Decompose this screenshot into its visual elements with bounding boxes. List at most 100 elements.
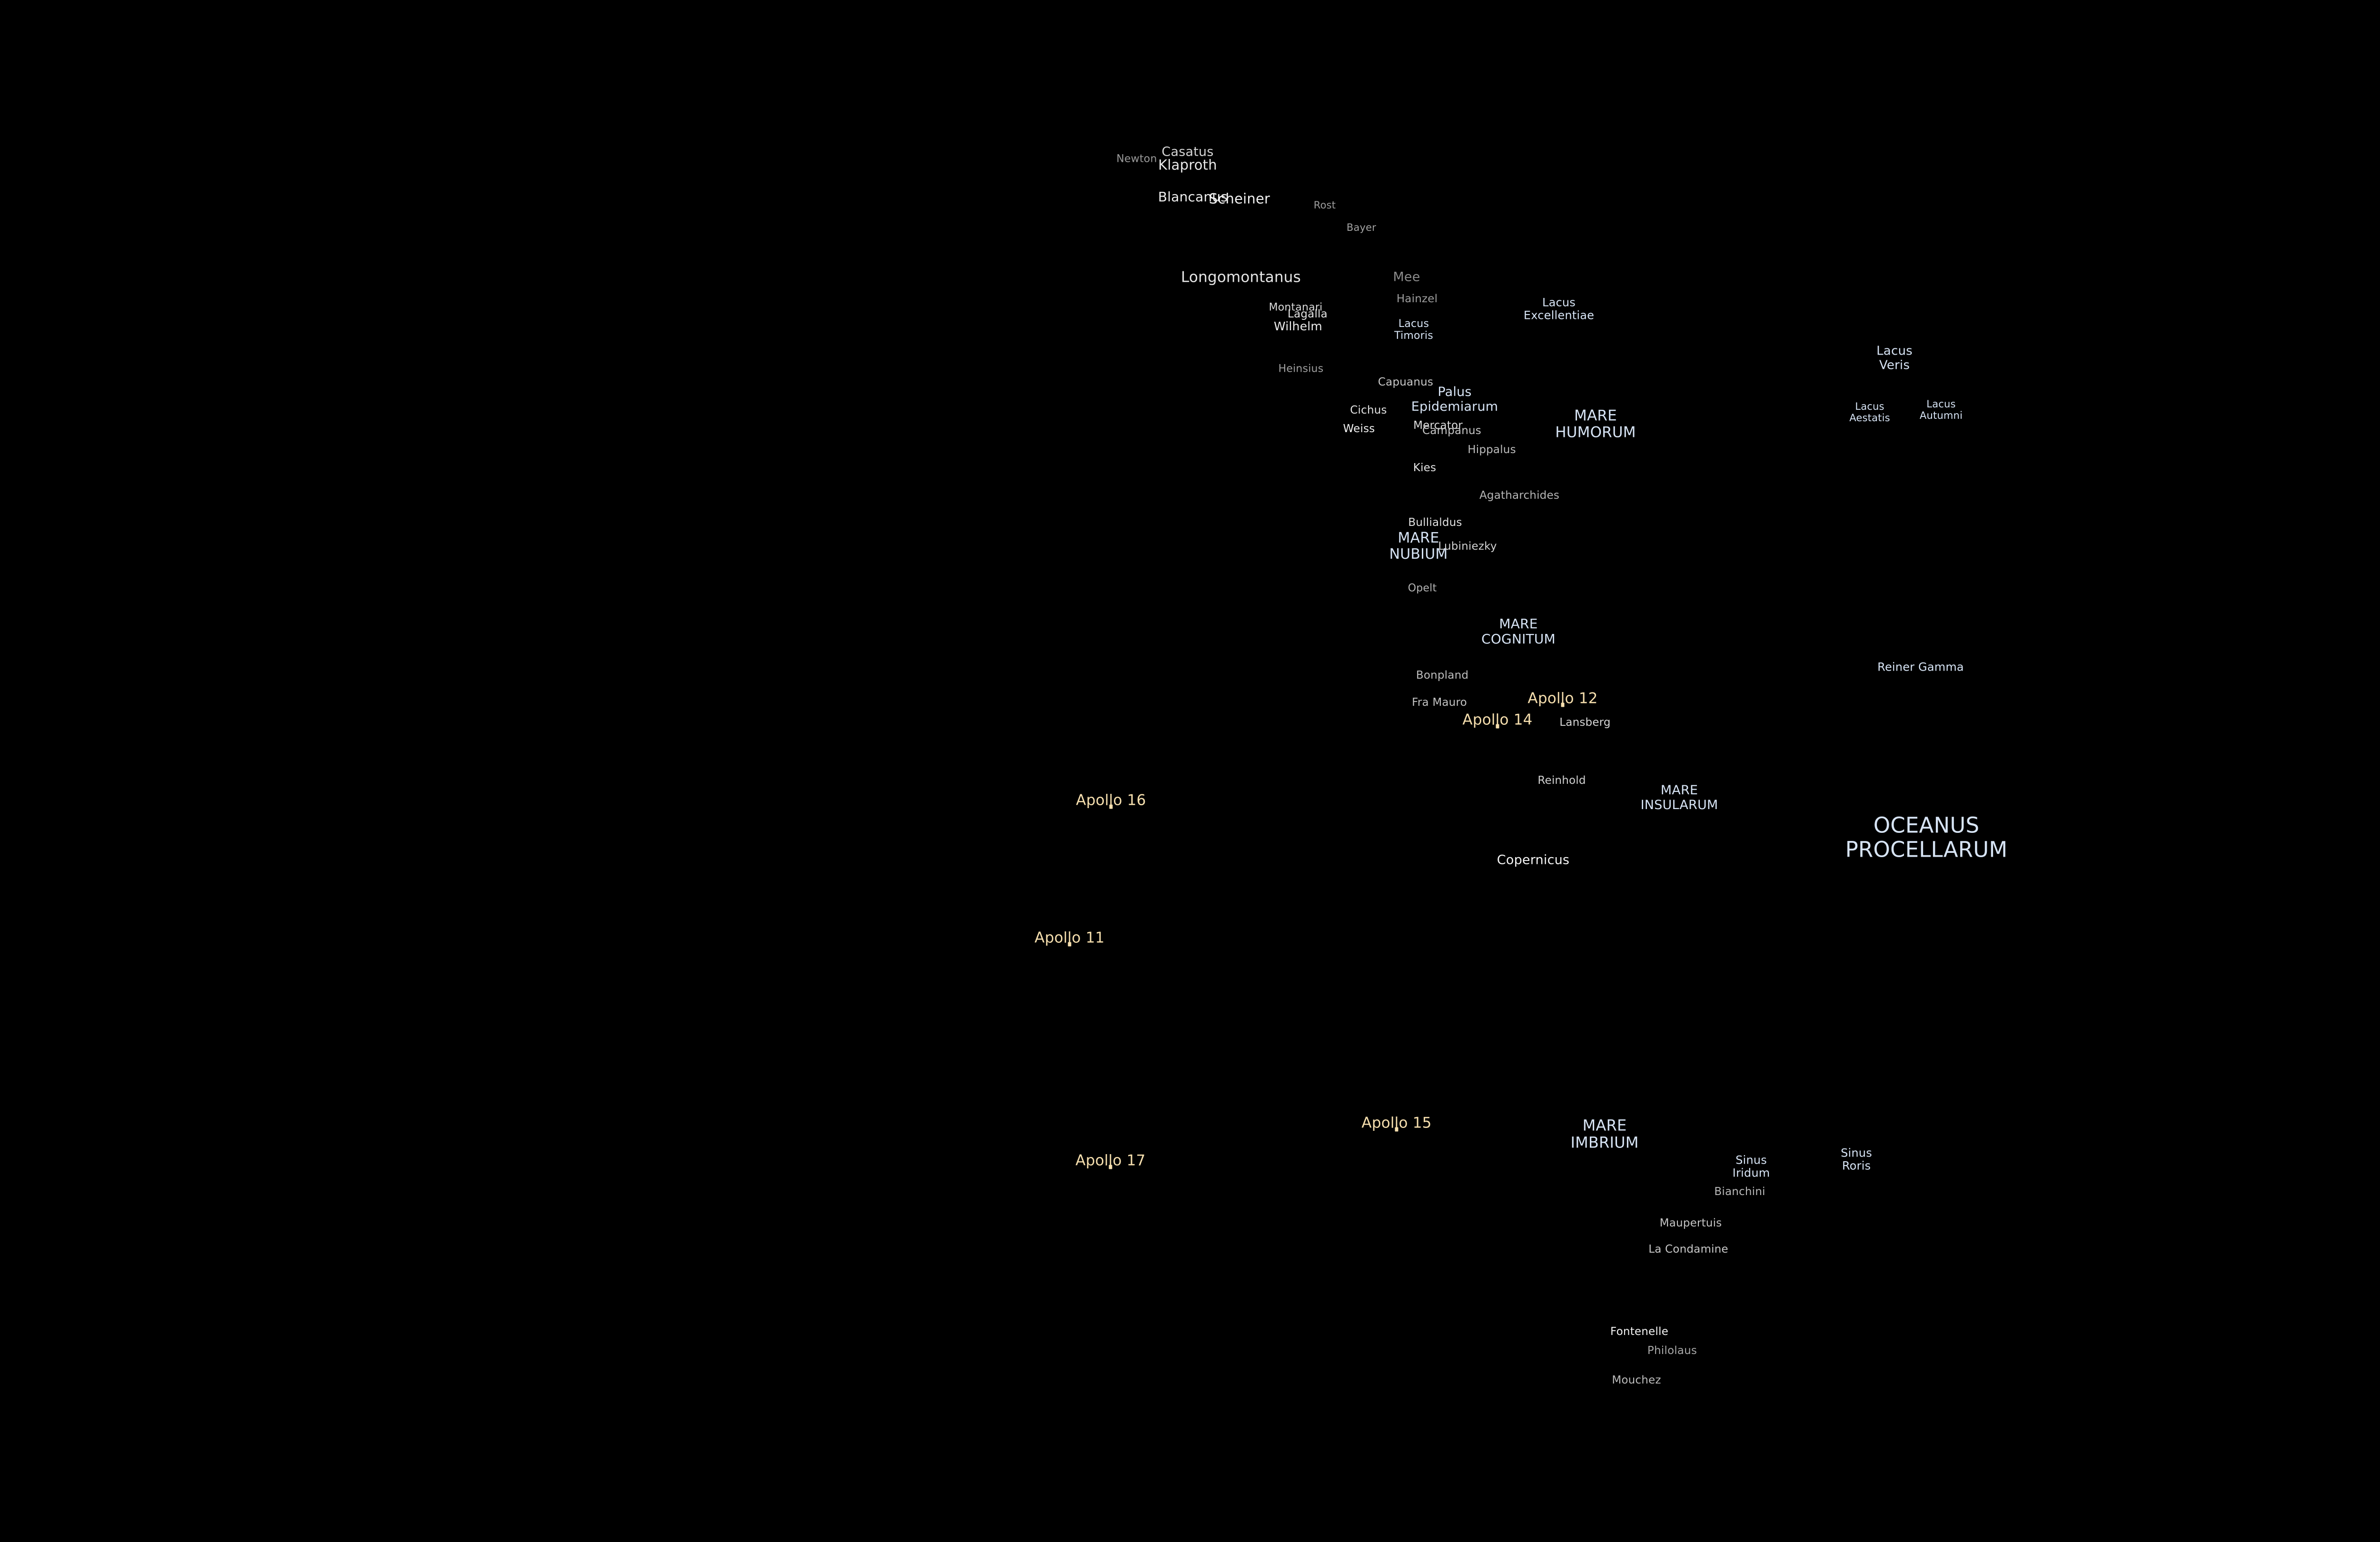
landing-site-marker-apollo-16[interactable] bbox=[1109, 804, 1113, 809]
map-label-mouchez[interactable]: Mouchez bbox=[1612, 1374, 1661, 1386]
map-label-line: Bianchini bbox=[1714, 1185, 1765, 1198]
map-label-reinhold[interactable]: Reinhold bbox=[1537, 774, 1586, 787]
map-label-lacus-aestatis[interactable]: Lacus Aestatis bbox=[1849, 401, 1890, 424]
map-label-lacus-autumni[interactable]: Lacus Autumni bbox=[1919, 398, 1963, 422]
map-label-line: Apollo 16 bbox=[1076, 791, 1146, 809]
map-label-line: Apollo 17 bbox=[1075, 1152, 1146, 1169]
map-label-hainzel[interactable]: Hainzel bbox=[1397, 293, 1438, 305]
map-label-line: NUBIUM bbox=[1389, 546, 1448, 563]
map-label-line: Rost bbox=[1313, 199, 1336, 211]
map-label-line: HUMORUM bbox=[1555, 424, 1636, 441]
map-label-palus-epidemiarum[interactable]: Palus Epidemiarum bbox=[1411, 385, 1498, 415]
map-label-lubiniezky[interactable]: Lubiniezky bbox=[1438, 540, 1497, 553]
map-label-weiss[interactable]: Weiss bbox=[1343, 423, 1375, 435]
map-label-line: Iridum bbox=[1732, 1166, 1770, 1180]
map-label-line: Cichus bbox=[1350, 404, 1387, 416]
map-label-line: Apollo 12 bbox=[1527, 690, 1598, 707]
map-label-line: Apollo 15 bbox=[1361, 1114, 1432, 1132]
map-label-line: Fra Mauro bbox=[1412, 696, 1467, 709]
map-label-fra-mauro[interactable]: Fra Mauro bbox=[1412, 696, 1467, 709]
map-label-rost[interactable]: Rost bbox=[1313, 199, 1336, 211]
map-label-line: Montanari bbox=[1269, 301, 1323, 314]
map-label-la-condamine[interactable]: La Condamine bbox=[1648, 1243, 1728, 1255]
map-label-apollo-16[interactable]: Apollo 16 bbox=[1076, 792, 1146, 809]
map-label-mare-humorum[interactable]: MARE HUMORUM bbox=[1555, 407, 1636, 442]
map-label-hippalus[interactable]: Hippalus bbox=[1468, 444, 1516, 456]
map-label-lagalla[interactable]: Lagalla bbox=[1288, 308, 1328, 320]
landing-site-marker-apollo-15[interactable] bbox=[1395, 1127, 1398, 1132]
map-label-mare-nubium[interactable]: MARE NUBIUM bbox=[1389, 530, 1448, 563]
map-label-oceanus-procellarum[interactable]: OCEANUS PROCELLARUM bbox=[1845, 813, 2008, 862]
map-label-mee[interactable]: Mee bbox=[1393, 270, 1420, 285]
map-label-heinsius[interactable]: Heinsius bbox=[1279, 363, 1324, 375]
map-label-philolaus[interactable]: Philolaus bbox=[1647, 1344, 1697, 1357]
landing-site-marker-apollo-17[interactable] bbox=[1109, 1165, 1112, 1169]
map-label-opelt[interactable]: Opelt bbox=[1408, 582, 1437, 594]
map-label-line: Bonpland bbox=[1416, 669, 1469, 682]
landing-site-marker-apollo-14[interactable] bbox=[1496, 724, 1499, 729]
map-label-line: Aestatis bbox=[1849, 412, 1890, 424]
map-label-maupertuis[interactable]: Maupertuis bbox=[1660, 1217, 1722, 1229]
map-label-mercator[interactable]: Mercator bbox=[1413, 419, 1463, 432]
map-label-bullialdus[interactable]: Bullialdus bbox=[1408, 516, 1462, 529]
map-label-line: Bullialdus bbox=[1408, 516, 1462, 529]
map-label-mare-imbrium[interactable]: MARE IMBRIUM bbox=[1570, 1117, 1638, 1151]
map-label-line: Longomontanus bbox=[1181, 268, 1301, 286]
map-label-reiner-gamma[interactable]: Reiner Gamma bbox=[1877, 660, 1964, 674]
map-label-lacus-excellentiae[interactable]: Lacus Excellentiae bbox=[1523, 296, 1595, 323]
map-label-line: Sinus bbox=[1841, 1146, 1872, 1160]
map-label-montanari[interactable]: Montanari bbox=[1269, 301, 1323, 313]
map-label-lacus-timoris[interactable]: Lacus Timoris bbox=[1394, 318, 1433, 342]
map-label-longomontanus[interactable]: Longomontanus bbox=[1181, 269, 1301, 286]
map-label-capuanus[interactable]: Capuanus bbox=[1378, 376, 1433, 388]
map-label-lacus-veris[interactable]: Lacus Veris bbox=[1876, 344, 1913, 372]
map-label-cichus[interactable]: Cichus bbox=[1350, 404, 1387, 416]
map-label-line: PROCELLARUM bbox=[1845, 837, 2008, 862]
map-label-copernicus[interactable]: Copernicus bbox=[1497, 853, 1569, 868]
landing-site-marker-apollo-12[interactable] bbox=[1561, 702, 1565, 707]
map-label-apollo-11[interactable]: Apollo 11 bbox=[1034, 929, 1104, 947]
map-label-blancanus[interactable]: Blancanus bbox=[1158, 189, 1228, 205]
map-label-bonpland[interactable]: Bonpland bbox=[1416, 669, 1468, 682]
map-label-apollo-12[interactable]: Apollo 12 bbox=[1527, 690, 1597, 707]
map-label-line: Casatus bbox=[1161, 144, 1214, 159]
map-label-apollo-14[interactable]: Apollo 14 bbox=[1462, 712, 1532, 729]
map-label-casatus[interactable]: Casatus bbox=[1161, 145, 1213, 160]
map-label-lansberg[interactable]: Lansberg bbox=[1559, 716, 1610, 729]
map-label-line: Mercator bbox=[1413, 419, 1463, 432]
map-label-line: Lacus bbox=[1542, 296, 1576, 309]
map-label-line: Excellentiae bbox=[1523, 309, 1595, 322]
map-label-fontenelle[interactable]: Fontenelle bbox=[1610, 1325, 1668, 1338]
map-label-line: Autumni bbox=[1919, 410, 1963, 421]
map-label-bayer[interactable]: Bayer bbox=[1347, 222, 1376, 234]
map-label-line: MARE bbox=[1574, 407, 1617, 425]
map-label-wilhelm[interactable]: Wilhelm bbox=[1274, 319, 1322, 334]
map-label-line: Lacus bbox=[1398, 317, 1429, 330]
map-label-kies[interactable]: Kies bbox=[1413, 462, 1436, 474]
map-label-line: Copernicus bbox=[1497, 852, 1570, 868]
map-label-apollo-17[interactable]: Apollo 17 bbox=[1075, 1152, 1145, 1169]
map-label-campanus[interactable]: Campanus bbox=[1422, 425, 1481, 437]
map-label-scheiner[interactable]: Scheiner bbox=[1209, 191, 1270, 207]
map-label-apollo-15[interactable]: Apollo 15 bbox=[1361, 1114, 1432, 1132]
map-label-line: Lacus bbox=[1926, 398, 1956, 410]
map-label-line: Lagalla bbox=[1288, 307, 1328, 320]
map-label-bianchini[interactable]: Bianchini bbox=[1714, 1186, 1765, 1198]
map-label-line: Reinhold bbox=[1537, 774, 1586, 787]
map-label-klaproth[interactable]: Klaproth bbox=[1158, 157, 1217, 173]
landing-site-marker-apollo-11[interactable] bbox=[1068, 942, 1071, 947]
map-label-line: La Condamine bbox=[1648, 1243, 1728, 1255]
map-label-line: Hippalus bbox=[1468, 443, 1516, 456]
map-label-line: Wilhelm bbox=[1274, 319, 1322, 333]
map-label-agatharchides[interactable]: Agatharchides bbox=[1479, 489, 1559, 502]
map-label-line: Maupertuis bbox=[1659, 1216, 1722, 1229]
map-label-newton[interactable]: Newton bbox=[1116, 153, 1157, 165]
map-label-mare-insularum[interactable]: MARE INSULARUM bbox=[1641, 783, 1718, 813]
map-label-mare-cognitum[interactable]: MARE COGNITUM bbox=[1481, 616, 1556, 647]
map-label-line: Reiner Gamma bbox=[1877, 660, 1964, 674]
map-label-sinus-iridum[interactable]: Sinus Iridum bbox=[1733, 1154, 1770, 1180]
map-label-line: Lacus bbox=[1855, 401, 1884, 413]
map-label-sinus-roris[interactable]: Sinus Roris bbox=[1841, 1147, 1872, 1173]
map-label-line: MARE bbox=[1499, 616, 1538, 632]
